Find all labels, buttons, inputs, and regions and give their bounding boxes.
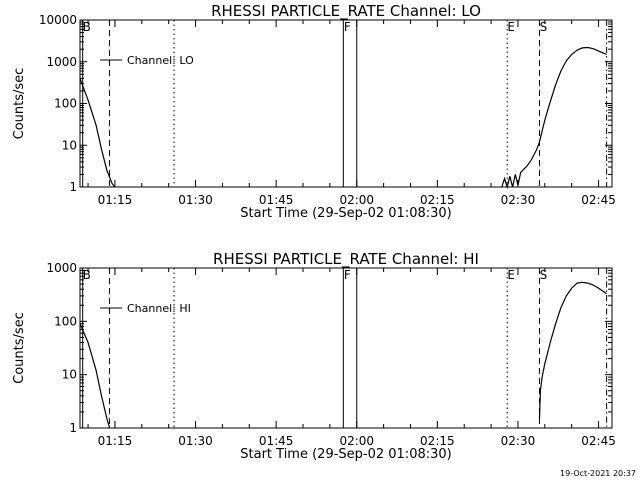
data-line [501, 46, 607, 190]
data-line [79, 78, 116, 188]
event-marker-label: B [83, 20, 91, 34]
y-tick-label: 1 [69, 421, 77, 435]
y-tick-label: 1 [69, 180, 77, 194]
event-marker-label: E [507, 268, 515, 282]
generation-timestamp: 19-Oct-2021 20:37 [560, 469, 636, 478]
x-tick-label: 01:15 [98, 193, 133, 207]
x-tick-label: 02:00 [339, 434, 374, 448]
x-axis-label: Start Time (29-Sep-02 01:08:30) [240, 447, 451, 462]
data-line [79, 323, 111, 429]
y-tick-label: 100 [54, 314, 77, 328]
x-tick-label: 02:15 [420, 434, 455, 448]
x-tick-label: 02:30 [501, 434, 536, 448]
chart-title: RHESSI PARTICLE_RATE Channel: LO [211, 2, 481, 21]
event-marker-label: F [344, 20, 351, 34]
x-tick-label: 01:30 [178, 434, 213, 448]
legend-label: Channel: HI [127, 302, 191, 315]
y-tick-label: 10000 [39, 13, 77, 27]
x-tick-label: 01:45 [259, 193, 294, 207]
plot-frame [79, 19, 613, 188]
x-tick-label: 02:45 [581, 193, 616, 207]
y-tick-label: 10 [62, 138, 77, 152]
data-line [538, 281, 607, 419]
event-marker-label: F [344, 268, 351, 282]
plot-frame [79, 267, 613, 429]
x-tick-label: 02:00 [339, 193, 374, 207]
x-tick-label: 01:30 [178, 193, 213, 207]
event-marker-label: E [507, 20, 515, 34]
panel-lo: RHESSI PARTICLE_RATE Channel: LO 1 10 100 10… [12, 2, 616, 221]
x-tick-label: 02:30 [501, 193, 536, 207]
panel-hi: RHESSI PARTICLE_RATE Channel: HI 1 10 100 10… [12, 250, 616, 462]
y-tick-label: 1000 [46, 261, 77, 275]
event-marker-label: B [83, 268, 91, 282]
x-tick-label: 02:45 [581, 434, 616, 448]
event-marker-label: S [540, 20, 548, 34]
chart-title: RHESSI PARTICLE_RATE Channel: HI [213, 250, 479, 269]
x-axis-label: Start Time (29-Sep-02 01:08:30) [240, 206, 451, 221]
legend-label: Channel: LO [127, 54, 194, 67]
y-tick-label: 10 [62, 368, 77, 382]
y-tick-label: 100 [54, 97, 77, 111]
x-tick-label: 01:45 [259, 434, 294, 448]
y-axis-label: Counts/sec [12, 312, 27, 384]
x-tick-label: 02:15 [420, 193, 455, 207]
y-axis-label: Counts/sec [12, 68, 27, 140]
event-marker-label: S [540, 268, 548, 282]
y-tick-label: 1000 [46, 55, 77, 69]
x-tick-label: 01:15 [98, 434, 133, 448]
